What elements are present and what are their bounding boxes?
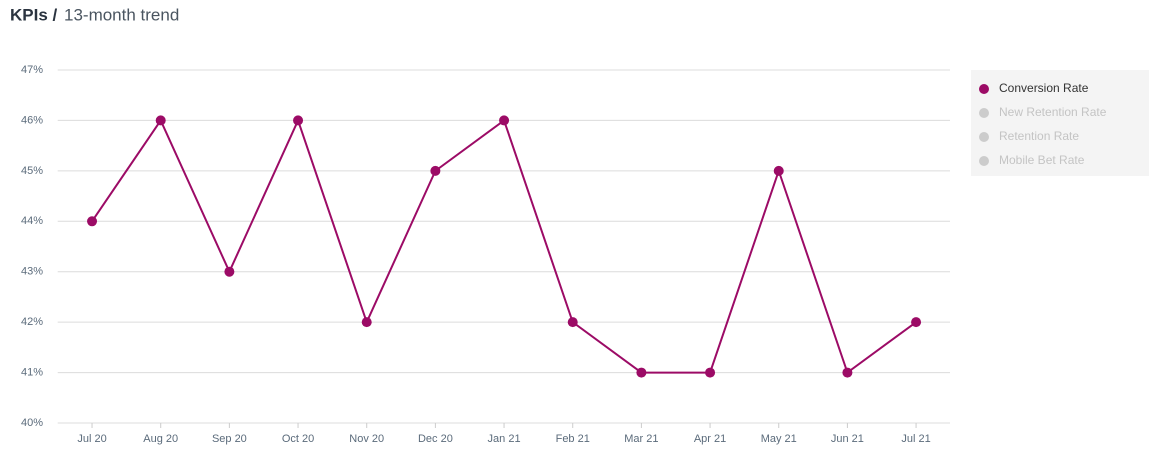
y-tick-label: 43%: [21, 266, 43, 278]
legend-label[interactable]: Retention Rate: [999, 129, 1079, 143]
y-tick-label: 40%: [21, 417, 43, 429]
y-tick-label: 46%: [21, 114, 43, 126]
legend-marker: [979, 132, 989, 142]
x-tick-label: Nov 20: [349, 433, 384, 445]
data-point: [567, 317, 578, 328]
x-tick-label: May 21: [761, 433, 797, 445]
y-tick-label: 44%: [21, 215, 43, 227]
x-tick-label: Apr 21: [694, 433, 726, 445]
data-point: [87, 216, 98, 227]
legend-label[interactable]: Conversion Rate: [999, 81, 1089, 95]
legend-marker: [979, 156, 989, 166]
data-point: [293, 115, 304, 126]
legend-box: [971, 70, 1149, 176]
data-point: [842, 367, 853, 378]
legend-label[interactable]: New Retention Rate: [999, 105, 1107, 119]
x-tick-label: Aug 20: [143, 433, 178, 445]
x-tick-label: Mar 21: [624, 433, 658, 445]
data-point: [155, 115, 166, 126]
x-tick-label: Jul 20: [77, 433, 106, 445]
legend-marker: [979, 108, 989, 118]
legend-label[interactable]: Mobile Bet Rate: [999, 153, 1085, 167]
x-tick-label: Jun 21: [831, 433, 864, 445]
data-point: [224, 266, 235, 277]
x-tick-label: Oct 20: [282, 433, 314, 445]
data-point: [430, 165, 441, 176]
data-point: [361, 317, 372, 328]
x-tick-label: Jan 21: [488, 433, 521, 445]
data-point: [911, 317, 922, 328]
x-tick-label: Jul 21: [901, 433, 930, 445]
y-tick-label: 41%: [21, 366, 43, 378]
data-point: [636, 367, 647, 378]
chart-title: KPIs /: [10, 5, 58, 24]
chart-subtitle: 13-month trend: [64, 5, 179, 24]
data-point: [773, 165, 784, 176]
y-tick-label: 42%: [21, 316, 43, 328]
data-point: [499, 115, 510, 126]
x-tick-label: Feb 21: [556, 433, 590, 445]
x-tick-label: Dec 20: [418, 433, 453, 445]
y-tick-label: 47%: [21, 64, 43, 76]
legend-marker: [979, 84, 989, 94]
y-tick-label: 45%: [21, 165, 43, 177]
data-point: [705, 367, 716, 378]
series-line: [91, 117, 917, 375]
x-tick-label: Sep 20: [212, 433, 247, 445]
